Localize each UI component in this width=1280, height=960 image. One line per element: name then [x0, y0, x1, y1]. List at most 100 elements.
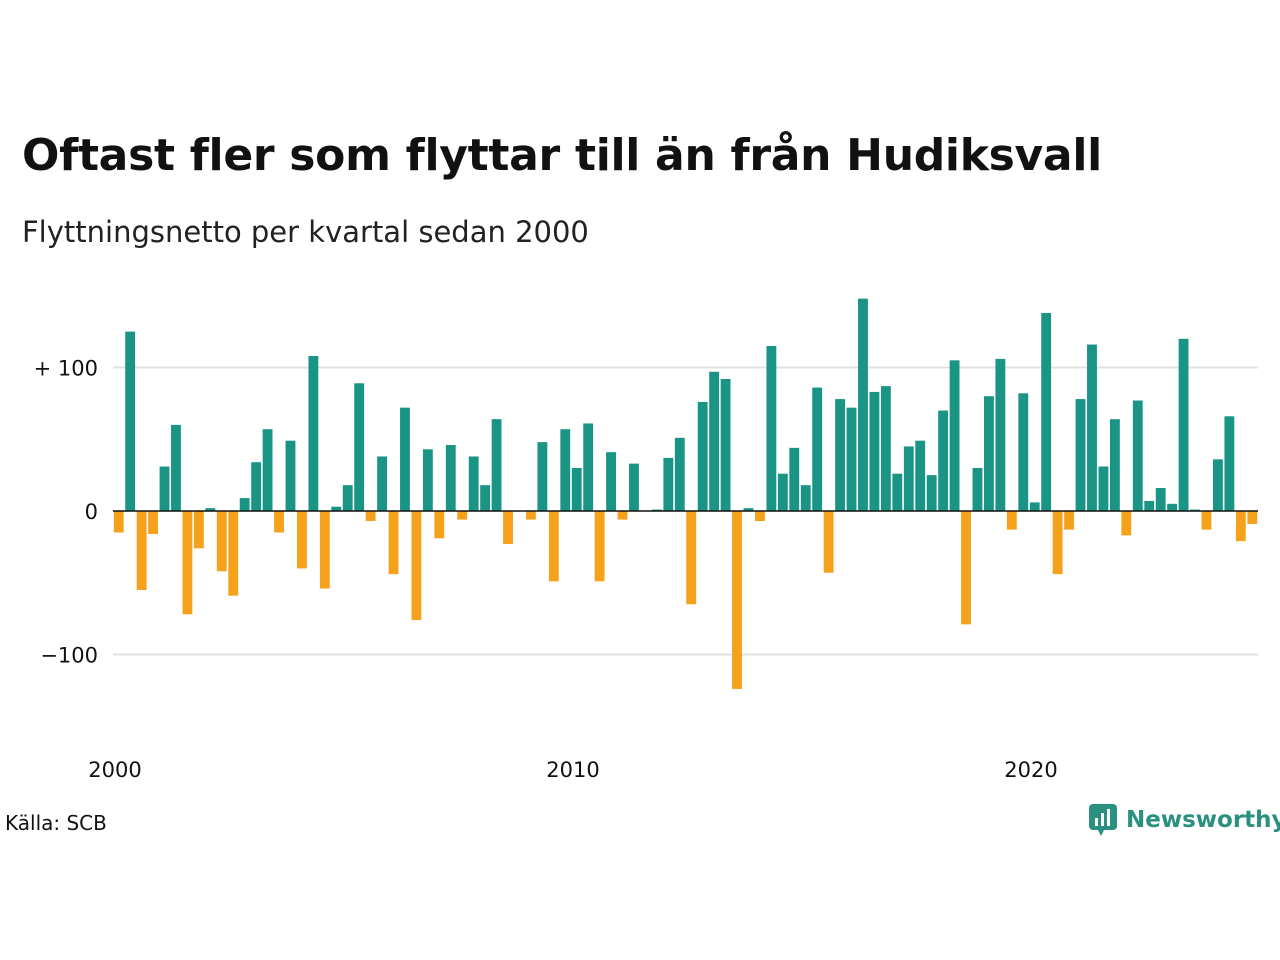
bar: [113, 511, 124, 533]
bar: [961, 511, 971, 625]
bar: [812, 387, 823, 511]
bar: [1213, 459, 1223, 511]
axes: + 100 0 −100 2000 2010 2020: [34, 357, 1258, 782]
bar: [1087, 344, 1097, 511]
source-note: Källa: SCB: [5, 811, 107, 835]
bar: [205, 508, 216, 511]
bar: [548, 511, 559, 582]
bar: [193, 511, 204, 549]
bar: [308, 356, 319, 511]
bar: [800, 485, 811, 511]
bar: [377, 456, 387, 511]
bar: [468, 456, 479, 511]
bar: [606, 452, 616, 511]
bar: [1041, 312, 1052, 511]
bar: [503, 511, 513, 545]
bar: [880, 386, 891, 511]
bar: [1018, 393, 1029, 511]
bar: [926, 475, 937, 511]
bar: [1178, 338, 1189, 511]
bar: [411, 511, 422, 621]
bar: [858, 298, 868, 511]
bar: [365, 511, 376, 522]
bar: [846, 407, 857, 511]
bar: [617, 511, 628, 520]
newsworthy-logo-icon: [1089, 804, 1117, 836]
bar: [251, 462, 262, 511]
bar: [228, 511, 239, 596]
bar: [537, 442, 548, 511]
bar: [434, 511, 445, 539]
bar: [400, 407, 410, 511]
brand-logo[interactable]: Newsworthy: [1088, 803, 1280, 837]
bar: [915, 440, 926, 511]
bar: [1029, 502, 1040, 511]
bar: [594, 511, 605, 582]
brand-name: Newsworthy: [1126, 807, 1280, 833]
bar: [1167, 503, 1178, 511]
bar: [869, 391, 880, 511]
bar: [1247, 511, 1258, 524]
bar: [709, 371, 720, 511]
bar: [823, 511, 834, 573]
bar: [629, 463, 639, 511]
bar: [182, 511, 193, 615]
bar: [1224, 416, 1235, 511]
bar: [274, 511, 284, 533]
bar: [171, 424, 181, 511]
bar: [686, 511, 697, 605]
bar: [720, 378, 731, 511]
bar: [239, 498, 250, 511]
y-tick-label: + 100: [34, 357, 98, 381]
bar: [663, 457, 674, 511]
bar: [216, 511, 227, 572]
bar: [732, 511, 742, 689]
bar: [777, 473, 788, 511]
bar: [1132, 400, 1143, 511]
bar: [457, 511, 468, 520]
y-tick-label: −100: [40, 644, 98, 668]
bar: [903, 446, 914, 511]
bar: [319, 511, 330, 589]
bar: [262, 429, 273, 511]
bar: [1006, 511, 1017, 530]
bar: [1144, 500, 1155, 511]
bar: [972, 467, 983, 511]
bar: [1235, 511, 1246, 542]
bar: [571, 467, 582, 511]
bar: [297, 511, 307, 569]
bar: [136, 511, 147, 590]
bar: [480, 485, 491, 511]
bar: [789, 447, 800, 511]
bar: [560, 429, 571, 511]
x-tick-label: 2020: [1004, 758, 1057, 782]
bar: [159, 466, 170, 511]
x-tick-label: 2010: [546, 758, 599, 782]
bar: [1052, 511, 1063, 575]
y-tick-label: 0: [85, 500, 98, 524]
gridlines: [113, 366, 1258, 656]
bar: [125, 331, 136, 511]
bar: [1155, 488, 1166, 511]
bar: [148, 511, 158, 534]
bar: [354, 383, 365, 511]
bar: [285, 440, 296, 511]
bar: [1109, 419, 1120, 511]
bars: [113, 298, 1258, 689]
bar: [342, 485, 353, 511]
bar: [491, 419, 502, 511]
bar: [422, 449, 433, 511]
bar: [1064, 511, 1074, 530]
bar: [674, 437, 685, 511]
bar: [984, 396, 994, 511]
bar: [743, 508, 754, 511]
bar: [1075, 399, 1086, 511]
bar: [995, 358, 1006, 511]
x-tick-label: 2000: [88, 758, 141, 782]
bar: [755, 511, 765, 522]
bar: [526, 511, 536, 520]
bar: [892, 473, 903, 511]
bar: [1201, 511, 1212, 530]
bar: [583, 423, 594, 511]
bar: [1098, 466, 1109, 511]
